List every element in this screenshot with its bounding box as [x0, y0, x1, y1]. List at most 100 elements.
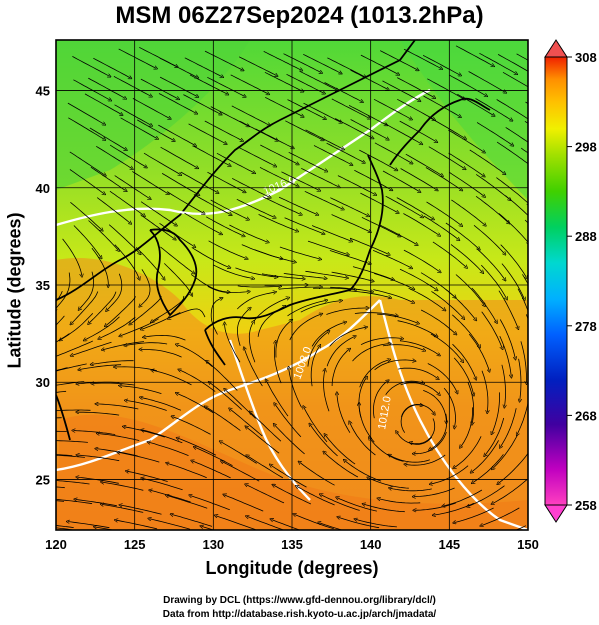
streamline [461, 407, 474, 447]
streamline [278, 196, 317, 214]
streamline [229, 224, 267, 242]
streamline [56, 500, 65, 502]
streamline [400, 382, 440, 395]
streamline [56, 363, 87, 372]
streamline [95, 145, 132, 168]
streamline [266, 380, 289, 417]
streamline [401, 403, 434, 418]
streamline [448, 152, 484, 176]
streamline [102, 504, 144, 513]
streamline [397, 98, 434, 119]
streamline [289, 314, 321, 341]
streamline [498, 290, 518, 328]
streamline [261, 273, 304, 279]
streamline [481, 507, 520, 526]
streamline [89, 127, 126, 150]
streamline [337, 498, 377, 512]
streamline [210, 106, 248, 126]
streamline [92, 360, 134, 365]
isobar-label-1012: 1012.0 [376, 395, 394, 430]
streamline [354, 169, 391, 190]
colorbar-tick-label: 278 [575, 319, 597, 334]
streamline [303, 102, 341, 122]
streamline [159, 222, 195, 246]
colorbar: 308 298 288 278 268 258 [544, 39, 597, 523]
streamline [56, 390, 67, 393]
streamline [475, 195, 509, 223]
streamline [190, 496, 230, 511]
streamline [348, 290, 390, 298]
streamline [106, 296, 136, 325]
streamline [305, 270, 347, 278]
streamline [374, 360, 415, 371]
streamline [56, 486, 65, 489]
streamline [496, 141, 528, 165]
streamline [330, 197, 368, 216]
streamline [469, 149, 505, 174]
streamline [300, 462, 335, 486]
streamline [505, 127, 528, 143]
streamline [502, 71, 528, 88]
streamline [501, 263, 525, 299]
streamline [204, 50, 243, 70]
colorbar-gradient [544, 56, 568, 506]
streamline [468, 333, 489, 371]
streamline [78, 455, 120, 462]
streamline [379, 499, 421, 504]
streamline [411, 418, 436, 444]
streamline [109, 144, 146, 167]
streamline [56, 409, 91, 412]
streamline [423, 215, 459, 240]
streamline [324, 452, 359, 478]
streamline [520, 341, 527, 382]
streamline [274, 342, 282, 384]
streamline [422, 55, 460, 75]
streamline [481, 370, 488, 412]
streamline [400, 168, 437, 190]
streamline [331, 349, 349, 387]
streamline [360, 338, 402, 346]
streamline [264, 71, 303, 91]
streamline [118, 452, 160, 463]
streamline [399, 120, 437, 142]
streamline [297, 486, 335, 506]
streamline [331, 98, 369, 118]
streamline [56, 527, 77, 530]
streamline [501, 364, 506, 407]
streamline [397, 77, 434, 98]
streamline [56, 315, 65, 326]
streamline [325, 435, 356, 465]
streamline [253, 298, 288, 322]
streamline [192, 145, 230, 166]
streamline [352, 266, 393, 280]
streamline [210, 199, 248, 219]
streamline [449, 74, 487, 96]
streamline [114, 175, 150, 199]
streamline [173, 417, 211, 435]
streamline [360, 54, 398, 74]
streamline [493, 434, 518, 469]
streamline [287, 300, 327, 317]
credit-data: Data from http://database.rish.kyoto-u.a… [162, 609, 437, 620]
streamline [160, 146, 198, 168]
streamline [517, 288, 528, 312]
streamline [190, 274, 228, 292]
wind-streamlines [56, 45, 528, 530]
streamline [349, 237, 389, 254]
x-axis-label: Longitude (degrees) [205, 558, 379, 578]
streamline [213, 264, 253, 279]
streamline [403, 48, 441, 68]
streamline [352, 344, 390, 362]
streamline [426, 201, 462, 226]
streamline [169, 308, 206, 319]
streamline [406, 454, 446, 465]
streamline [248, 322, 256, 363]
streamline [310, 346, 320, 387]
streamline [481, 264, 506, 298]
streamline [126, 401, 167, 411]
streamline [390, 488, 432, 492]
streamline [118, 48, 156, 68]
y-axis-label: Latitude (degrees) [4, 212, 25, 369]
streamline [397, 320, 437, 336]
